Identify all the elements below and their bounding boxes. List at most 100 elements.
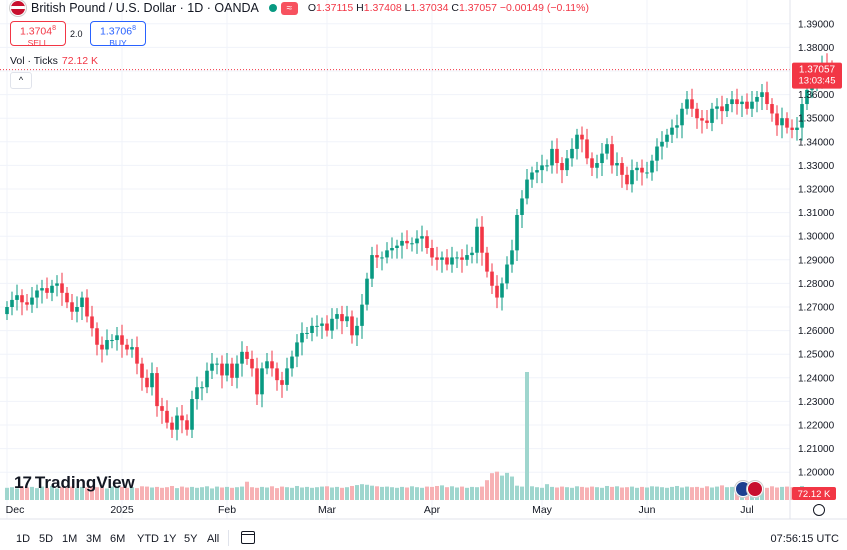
candle-body: [540, 165, 544, 171]
volume-bar: [545, 484, 549, 500]
volume-bar: [5, 487, 9, 500]
candle-body: [60, 283, 64, 293]
candle-body: [350, 316, 354, 336]
candle-body: [335, 314, 339, 319]
candle-body: [615, 163, 619, 166]
ohlc-values: O1.37115 H1.37408 L1.37034 C1.37057 −0.0…: [307, 2, 589, 14]
range-button-ytd[interactable]: YTD: [137, 533, 159, 545]
clock-label[interactable]: 07:56:15 UTC: [770, 533, 839, 545]
candle-body: [220, 363, 224, 376]
y-tick-label: 1.23000: [798, 397, 835, 408]
candle-body: [625, 174, 629, 185]
range-button-all[interactable]: All: [207, 533, 220, 545]
volume-bar: [515, 485, 519, 500]
candle-body: [410, 243, 414, 245]
range-button-5y[interactable]: 5Y: [184, 533, 198, 545]
candle-body: [165, 410, 169, 423]
sell-button[interactable]: 1.37048 SELL: [10, 21, 66, 48]
volume-bar: [20, 486, 24, 500]
candle-body: [675, 125, 679, 128]
close-value: 1.37057: [458, 2, 497, 14]
volume-bar: [540, 487, 544, 500]
candle-body: [750, 101, 754, 109]
calendar-icon[interactable]: [241, 531, 255, 544]
candle-body: [655, 146, 659, 161]
volume-bar: [280, 486, 284, 500]
tradingview-logo-icon: 17: [14, 473, 32, 492]
volume-bar: [30, 486, 34, 500]
volume-bar: [420, 487, 424, 500]
volume-bar: [70, 486, 74, 500]
range-button-5d[interactable]: 5D: [39, 533, 54, 545]
candle-body: [260, 368, 264, 395]
volume-bar: [175, 488, 179, 500]
volume-bar: [375, 486, 379, 500]
candle-body: [155, 373, 159, 407]
price-axis: 1.390001.380001.370001.360001.350001.340…: [798, 19, 835, 478]
volume-bar: [655, 486, 659, 500]
candle-body: [550, 148, 554, 166]
volume-bar: [255, 487, 259, 500]
volume-bar: [355, 485, 359, 500]
candle-body: [380, 257, 384, 259]
volume-bar: [305, 486, 309, 500]
candle-body: [670, 127, 674, 135]
candle-body: [685, 99, 689, 109]
volume-bar: [370, 485, 374, 500]
range-button-1m[interactable]: 1M: [62, 533, 78, 545]
tradingview-logo[interactable]: 17 TradingView: [14, 472, 135, 494]
range-button-1y[interactable]: 1Y: [163, 533, 177, 545]
range-button-1d[interactable]: 1D: [16, 533, 31, 545]
volume-bar: [535, 487, 539, 500]
volume-bar: [135, 488, 139, 500]
candle-body: [720, 106, 724, 112]
candle-body: [650, 160, 654, 173]
volume-indicator-legend[interactable]: Vol · Ticks 72.12 K: [10, 55, 98, 67]
candle-body: [365, 278, 369, 305]
volume-bar: [340, 487, 344, 500]
volume-bar: [40, 486, 44, 500]
symbol-title[interactable]: British Pound / U.S. Dollar · 1D · OANDA: [31, 1, 259, 15]
candle-body: [75, 307, 79, 312]
volume-bar: [315, 487, 319, 500]
volume-bar: [635, 487, 639, 500]
volume-bar: [55, 488, 59, 500]
candle-body: [305, 332, 309, 334]
candle-body: [710, 108, 714, 123]
buy-button[interactable]: 1.37068 BUY: [90, 21, 146, 48]
range-button-6m[interactable]: 6M: [110, 533, 126, 545]
wave-icon[interactable]: ≈: [280, 1, 298, 15]
y-tick-label: 1.39000: [798, 19, 835, 30]
volume-badge: 72.12 K: [792, 487, 836, 500]
candle-body: [800, 104, 804, 128]
volume-bar: [470, 486, 474, 500]
candle-body: [400, 240, 404, 246]
candle-body: [505, 264, 509, 284]
y-tick-label: 1.36000: [798, 90, 835, 101]
volume-bar: [390, 487, 394, 500]
volume-bar: [180, 486, 184, 500]
candle-body: [760, 92, 764, 97]
chart-settings-icon[interactable]: [813, 504, 825, 516]
currency-flags-icon: [735, 481, 763, 497]
low-value: 1.37034: [410, 2, 449, 14]
candle-body: [610, 144, 614, 166]
volume-bar: [585, 487, 589, 500]
x-tick-label: Dec: [6, 504, 25, 516]
candle-body: [325, 323, 329, 331]
volume-bar: [465, 487, 469, 500]
volume-bar: [490, 473, 494, 500]
candle-body: [300, 332, 304, 343]
candle-body: [425, 236, 429, 248]
volume-bar: [125, 487, 129, 500]
collapse-legend-button[interactable]: ^: [10, 72, 32, 89]
candle-body: [470, 252, 474, 256]
candle-body: [730, 99, 734, 105]
range-button-3m[interactable]: 3M: [86, 533, 102, 545]
candle-body: [290, 356, 294, 369]
volume-bar: [200, 487, 204, 500]
market-status-icon[interactable]: [268, 4, 277, 12]
volume-bar: [720, 485, 724, 500]
x-tick-label: Feb: [218, 504, 236, 516]
